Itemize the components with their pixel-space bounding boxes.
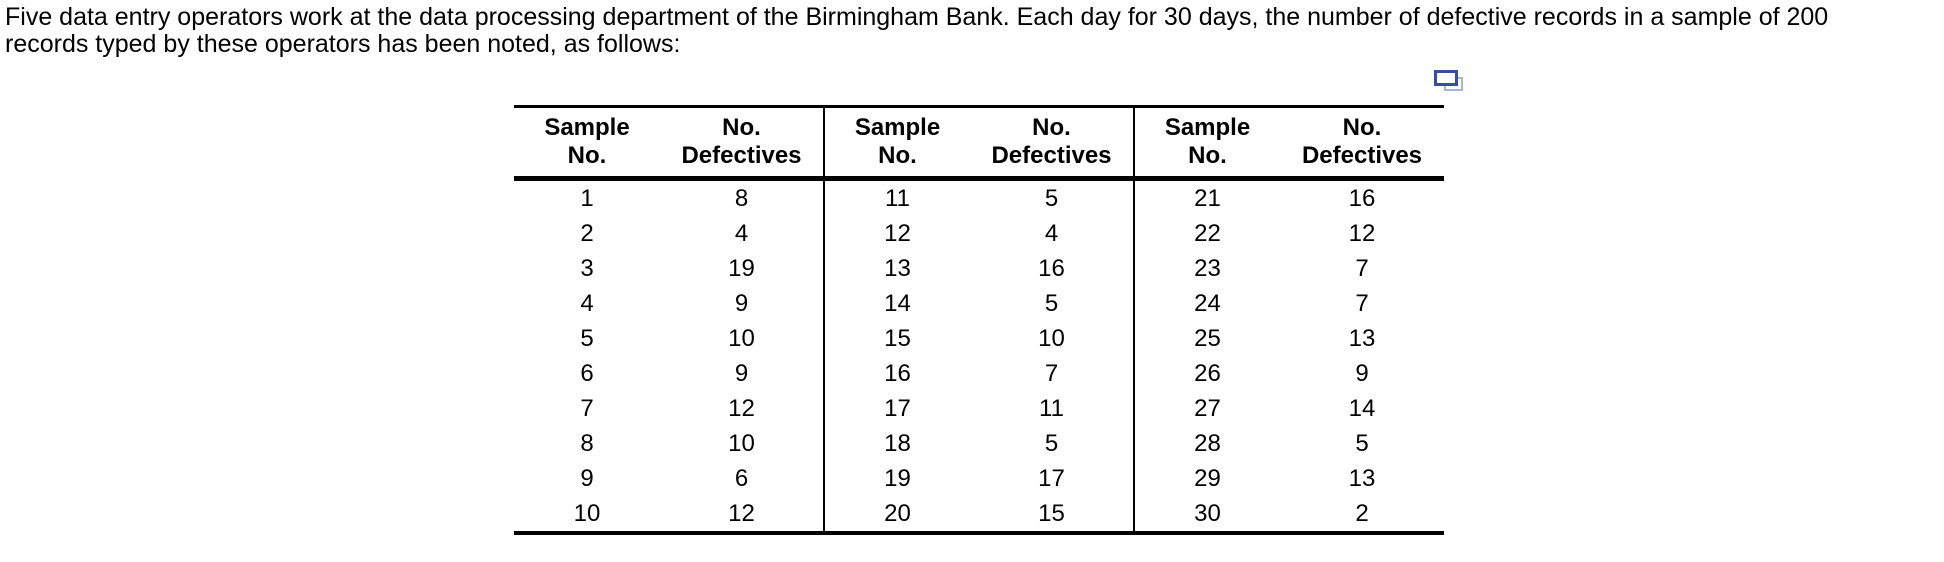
cell-sample-no: 4	[580, 289, 594, 317]
problem-statement-line1: Five data entry operators work at the da…	[5, 3, 1829, 31]
cell-no-defectives: 5	[1044, 184, 1059, 212]
table-row: 1 8 11 5 21 16	[514, 178, 1444, 216]
cell-no-defectives: 10	[728, 324, 755, 352]
cell-no-defectives: 7	[1044, 359, 1059, 387]
cell-sample-no: 21	[1133, 178, 1280, 216]
header-sample-no: Sample No.	[1133, 106, 1280, 181]
cell-no-defectives: 10	[728, 429, 755, 457]
cell-sample-no: 7	[580, 394, 594, 422]
cell-no-defectives: 17	[1038, 464, 1065, 492]
cell-no-defectives: 6	[734, 464, 749, 492]
cell-sample-no: 27	[1133, 391, 1280, 426]
header-no-defectives: No. Defectives	[970, 106, 1134, 181]
cell-no-defectives: 5	[1355, 429, 1369, 457]
duplicate-window-icon[interactable]	[1434, 70, 1468, 97]
cell-no-defectives: 15	[1038, 499, 1065, 527]
cell-sample-no: 14	[823, 286, 970, 321]
cell-no-defectives: 14	[1348, 394, 1376, 422]
cell-no-defectives: 19	[728, 254, 755, 282]
cell-no-defectives: 2	[1355, 499, 1369, 527]
cell-sample-no: 12	[823, 216, 970, 251]
header-sample-no: Sample No.	[823, 106, 970, 181]
cell-no-defectives: 12	[728, 394, 755, 422]
cell-sample-no: 20	[823, 496, 970, 533]
cell-no-defectives: 7	[1355, 254, 1369, 282]
cell-no-defectives: 12	[1348, 219, 1376, 247]
table-row: 2 4 12 4 22 12	[514, 216, 1444, 251]
cell-sample-no: 13	[823, 251, 970, 286]
cell-sample-no: 15	[823, 321, 970, 356]
cell-no-defectives: 10	[1038, 324, 1065, 352]
cell-sample-no: 24	[1133, 286, 1280, 321]
cell-sample-no: 10	[573, 499, 601, 527]
cell-no-defectives: 13	[1348, 464, 1376, 492]
cell-no-defectives: 13	[1348, 324, 1376, 352]
cell-no-defectives: 9	[734, 289, 749, 317]
cell-no-defectives: 9	[734, 359, 749, 387]
problem-statement-line2: records typed by these operators has bee…	[5, 30, 681, 58]
cell-sample-no: 8	[580, 429, 594, 457]
header-sample-no: Sample No.	[514, 106, 660, 181]
cell-sample-no: 28	[1133, 426, 1280, 461]
cell-sample-no: 19	[823, 461, 970, 496]
cell-sample-no: 3	[580, 254, 594, 282]
duplicate-window-icon-front	[1434, 70, 1458, 86]
problem-statement: Five data entry operators work at the da…	[5, 4, 1828, 58]
cell-sample-no: 2	[580, 219, 594, 247]
cell-sample-no: 5	[580, 324, 594, 352]
table-row: 5 10 15 10 25 13	[514, 321, 1444, 356]
cell-sample-no: 16	[823, 356, 970, 391]
table-row: 4 9 14 5 24 7	[514, 286, 1444, 321]
header-no-defectives: No. Defectives	[660, 106, 824, 181]
defective-records-table: Sample No. No. Defectives Sample No. No.…	[514, 105, 1444, 535]
table-header-row: Sample No. No. Defectives Sample No. No.…	[514, 106, 1444, 181]
cell-no-defectives: 12	[728, 499, 755, 527]
cell-sample-no: 6	[580, 359, 594, 387]
cell-sample-no: 11	[823, 178, 970, 216]
cell-no-defectives: 16	[1038, 254, 1065, 282]
table-body: 1 8 11 5 21 16 2 4 12 4 22 12 3 19 13 16 23 7 4 9 14 5 24 7 5 10 1…	[514, 178, 1444, 533]
cell-no-defectives: 5	[1044, 289, 1059, 317]
cell-sample-no: 9	[580, 464, 594, 492]
cell-no-defectives: 5	[1044, 429, 1059, 457]
cell-sample-no: 22	[1133, 216, 1280, 251]
table-row: 3 19 13 16 23 7	[514, 251, 1444, 286]
cell-sample-no: 17	[823, 391, 970, 426]
cell-no-defectives: 8	[734, 184, 749, 212]
cell-sample-no: 30	[1133, 496, 1280, 533]
cell-sample-no: 26	[1133, 356, 1280, 391]
cell-sample-no: 25	[1133, 321, 1280, 356]
table-row: 8 10 18 5 28 5	[514, 426, 1444, 461]
cell-no-defectives: 4	[1044, 219, 1059, 247]
cell-no-defectives: 16	[1348, 184, 1376, 212]
table-row: 10 12 20 15 30 2	[514, 496, 1444, 533]
cell-sample-no: 1	[580, 184, 594, 212]
cell-sample-no: 29	[1133, 461, 1280, 496]
cell-sample-no: 23	[1133, 251, 1280, 286]
cell-no-defectives: 7	[1355, 289, 1369, 317]
cell-no-defectives: 9	[1355, 359, 1369, 387]
table-row: 9 6 19 17 29 13	[514, 461, 1444, 496]
header-no-defectives: No. Defectives	[1280, 106, 1444, 181]
table-row: 6 9 16 7 26 9	[514, 356, 1444, 391]
cell-no-defectives: 4	[734, 219, 749, 247]
table-row: 7 12 17 11 27 14	[514, 391, 1444, 426]
cell-no-defectives: 11	[1039, 394, 1064, 422]
cell-sample-no: 18	[823, 426, 970, 461]
